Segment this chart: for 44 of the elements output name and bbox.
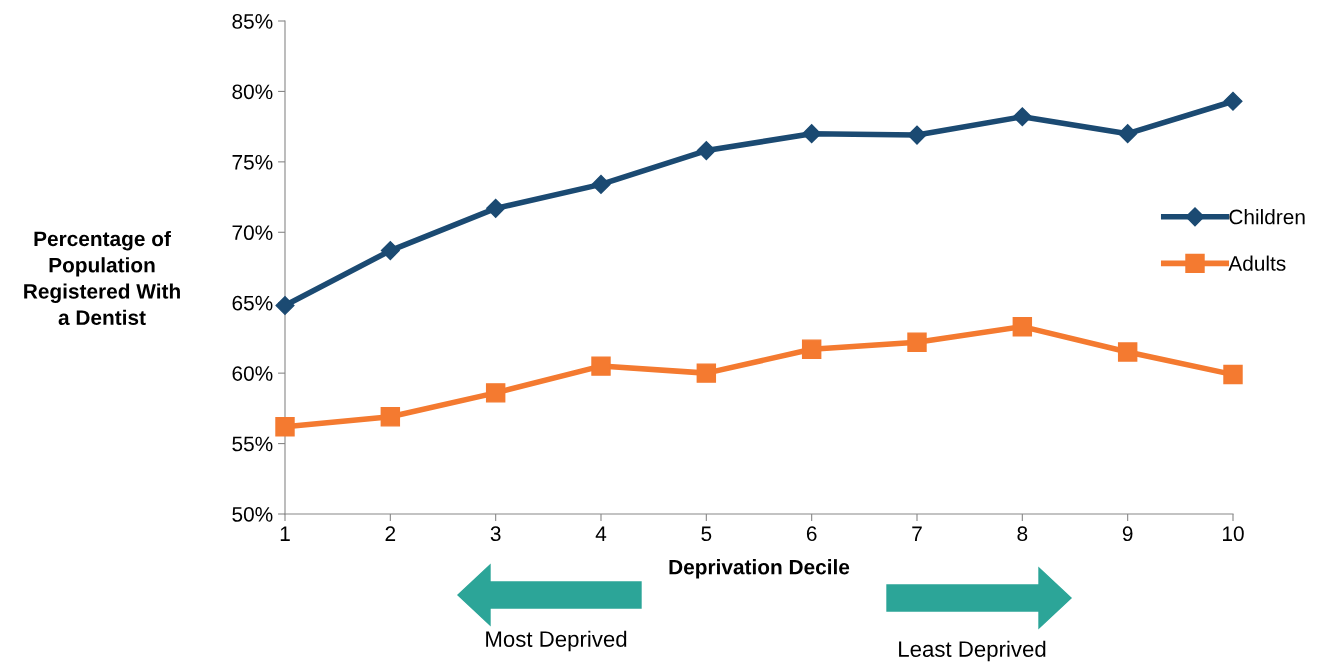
point	[486, 198, 506, 218]
point	[696, 141, 716, 161]
point	[1118, 124, 1138, 144]
y-tick-label: 80%	[232, 84, 273, 100]
point	[591, 356, 611, 376]
point	[380, 241, 400, 261]
x-tick-label: 10	[1223, 526, 1244, 542]
legend-label: Adults	[1228, 255, 1286, 271]
point	[275, 416, 295, 437]
x-tick-label: 8	[1017, 526, 1028, 542]
x-tick-label: 3	[490, 526, 501, 542]
x-axis-title: Deprivation Decile	[669, 559, 850, 579]
point	[802, 124, 822, 144]
x-tick-label: 6	[806, 526, 817, 542]
y-tick-label: 60%	[232, 366, 273, 381]
x-tick-label: 4	[595, 526, 607, 541]
point	[696, 363, 717, 383]
x-tick-label: 7	[912, 526, 922, 541]
y-tick-label: 85%	[232, 14, 273, 29]
point	[591, 174, 611, 194]
point	[1223, 364, 1243, 385]
x-tick-label: 9	[1122, 526, 1133, 542]
text: Most Deprived	[486, 630, 627, 652]
point	[1117, 342, 1138, 362]
y-tick-label: 75%	[232, 154, 273, 170]
point	[907, 332, 927, 352]
x-tick-label: 2	[385, 526, 396, 541]
y-tick-label: 65%	[232, 295, 273, 311]
x-tick-label: 5	[701, 526, 712, 542]
y-tick-label: 70%	[232, 225, 273, 241]
y-tick-label: 50%	[232, 507, 273, 522]
y-axis-title: Percentage of Population Registered With a Dentist	[24, 230, 180, 326]
text: Least Deprived	[899, 640, 1046, 662]
point	[907, 125, 927, 145]
legend-label: Children	[1229, 209, 1305, 225]
y-tick-label: 55%	[232, 436, 273, 452]
point	[275, 295, 295, 316]
x-tick-label: 1	[280, 526, 290, 541]
point	[1012, 107, 1032, 127]
point	[485, 383, 506, 403]
point	[1012, 316, 1033, 337]
point	[380, 407, 401, 427]
point	[801, 339, 822, 359]
point	[1223, 91, 1243, 111]
